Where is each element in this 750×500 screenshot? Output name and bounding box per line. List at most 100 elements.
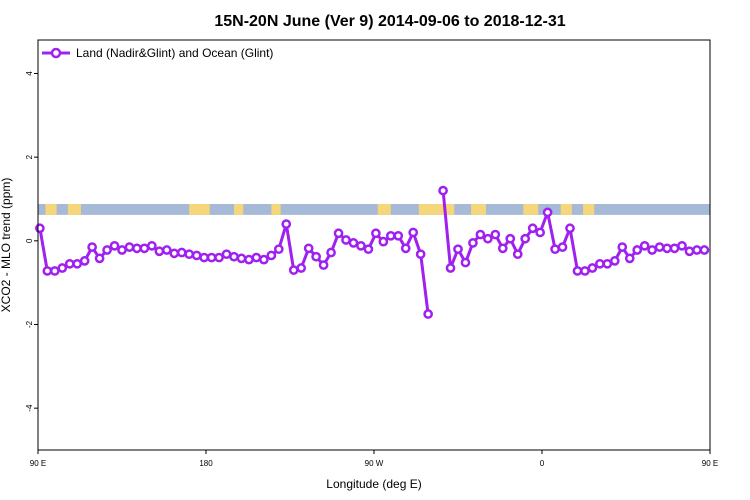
map-strip-land: [234, 204, 244, 215]
data-point: [520, 233, 531, 244]
data-point: [595, 258, 605, 269]
data-point: [684, 246, 695, 257]
data-point: [385, 230, 396, 241]
x-tick-label: 90 E: [30, 459, 46, 468]
series-line: [38, 222, 430, 315]
data-point: [505, 233, 516, 244]
data-point: [184, 249, 195, 260]
plot-area: [35, 185, 710, 319]
data-point: [445, 263, 456, 273]
y-tick-label: 0: [25, 238, 34, 243]
data-point: [356, 240, 366, 251]
data-point: [147, 240, 157, 251]
data-point: [669, 243, 680, 254]
data-point: [490, 229, 501, 240]
data-point: [408, 227, 419, 238]
legend: Land (Nadir&Glint) and Ocean (Glint): [42, 46, 273, 60]
map-strip-ocean: [38, 204, 710, 215]
y-axis: 4 2 0 -2 -4: [25, 71, 38, 412]
data-point: [35, 223, 45, 234]
data-point: [453, 244, 463, 255]
data-point: [318, 260, 329, 270]
data-point: [460, 257, 471, 268]
data-point: [415, 249, 426, 260]
data-point: [624, 253, 635, 264]
data-point: [87, 242, 97, 252]
data-point: [550, 244, 560, 255]
data-point: [102, 245, 112, 255]
data-point: [647, 245, 657, 255]
data-point: [72, 258, 83, 269]
x-tick-label: 90 E: [702, 459, 718, 468]
data-point: [609, 256, 620, 266]
data-point: [303, 243, 314, 254]
data-point: [259, 254, 269, 265]
map-strip-land: [377, 204, 391, 215]
data-point: [699, 245, 710, 255]
data-point: [468, 238, 478, 248]
data-point: [565, 223, 575, 234]
data-point: [677, 240, 687, 251]
x-tick-label: 0: [540, 459, 545, 468]
data-point: [542, 207, 553, 218]
data-point: [266, 250, 277, 261]
data-point: [617, 242, 628, 252]
data-point: [400, 243, 411, 254]
data-point: [296, 263, 307, 273]
data-point: [326, 247, 336, 258]
data-point: [206, 252, 217, 263]
data-point: [483, 233, 493, 244]
map-strip-land: [45, 204, 57, 215]
data-point: [169, 248, 180, 259]
data-point: [229, 251, 239, 262]
data-point: [512, 249, 523, 260]
data-point: [654, 242, 665, 252]
data-point: [221, 249, 232, 260]
data-point: [371, 228, 381, 239]
data-point: [214, 252, 224, 263]
y-tick-label: 4: [25, 71, 34, 76]
data-point: [363, 244, 374, 255]
data-point: [273, 244, 284, 255]
y-tick-label: -4: [25, 404, 34, 412]
x-tick-label: 90 W: [365, 459, 384, 468]
data-point: [572, 266, 583, 276]
data-point: [438, 185, 448, 196]
data-point: [602, 258, 613, 269]
data-point: [139, 243, 150, 254]
data-point: [535, 227, 545, 238]
y-tick-label: -2: [25, 320, 34, 328]
data-point: [176, 247, 187, 258]
chart-title: 15N-20N June (Ver 9) 2014-09-06 to 2018-…: [214, 13, 565, 30]
data-point: [378, 236, 389, 247]
data-point: [497, 243, 508, 254]
legend-label: Land (Nadir&Glint) and Ocean (Glint): [76, 46, 273, 60]
data-point: [632, 245, 643, 255]
data-point: [64, 258, 75, 269]
data-point: [251, 252, 262, 263]
data-point: [288, 265, 299, 275]
map-strip-land: [67, 204, 81, 215]
map-strip-land: [189, 204, 210, 215]
data-point: [94, 253, 105, 264]
data-point: [662, 243, 672, 254]
legend-marker: [50, 47, 62, 59]
x-axis: 90 E 180 90 W 0 90 E: [30, 450, 718, 468]
data-point: [244, 254, 254, 265]
data-point: [42, 266, 53, 276]
x-axis-label: Longitude (deg E): [326, 477, 421, 491]
data-point: [692, 245, 702, 255]
data-point: [49, 266, 60, 276]
data-point: [191, 250, 202, 261]
data-point: [557, 242, 568, 252]
data-point: [132, 243, 142, 254]
map-strip-land: [583, 204, 595, 215]
data-point: [124, 242, 135, 252]
map-strip-land: [523, 204, 539, 215]
map-strip-land: [560, 204, 572, 215]
data-point: [341, 235, 351, 245]
data-point: [348, 238, 359, 248]
data-point: [199, 252, 209, 263]
data-point: [527, 223, 538, 234]
x-tick-label: 180: [199, 459, 213, 468]
